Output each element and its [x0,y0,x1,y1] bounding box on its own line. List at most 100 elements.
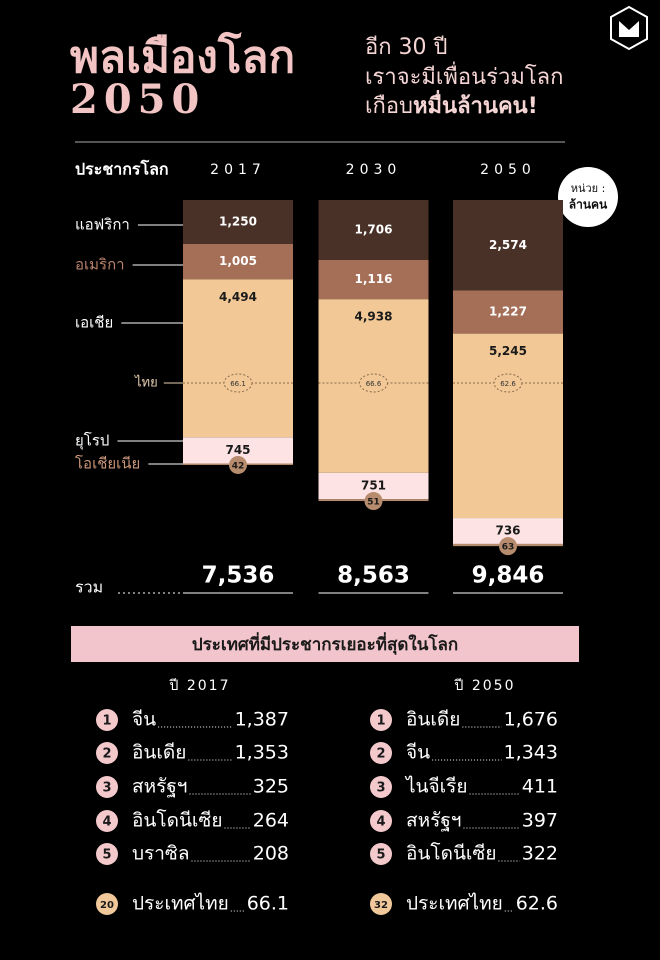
country-name: จีน [132,709,156,731]
value-label: 745 [225,443,250,457]
country-value: 1,343 [504,742,558,764]
rank-number: 5 [376,848,385,863]
year-label: ปี 2050 [454,678,515,694]
rank-number: 4 [102,815,111,830]
value-label: 4,494 [219,290,257,304]
logo [610,5,648,51]
unit-badge [558,167,618,227]
value-badge [229,455,247,474]
value-label: 42 [232,461,245,471]
rank-badge [370,709,392,731]
thai-value: 62.6 [500,380,516,388]
country-value: 322 [522,843,558,865]
country-name: อินเดีย [132,742,186,764]
bar-segment [183,279,293,438]
thai-marker [359,373,388,393]
tagline: อีก 30 ปี [365,35,447,60]
bar-segment [318,200,429,260]
legend-label: ไทย [134,375,158,391]
rank-number: 20 [100,900,114,911]
total-value: 8,563 [337,563,410,589]
legend-label: โอเชียเนีย [75,455,140,473]
value-label: 751 [361,479,386,493]
title-year: 2050 [70,76,205,123]
value-label: 1,706 [355,222,393,236]
value-label: 736 [495,523,520,537]
country-name: สหรัฐฯ [132,776,187,798]
country-name: สหรัฐฯ [406,810,461,832]
thai-value: 66.6 [366,380,382,388]
rank-badge [370,843,392,865]
value-label: 2,574 [489,238,527,252]
x-tick-label: 2050 [480,162,536,178]
legend-label: แอฟริกา [75,216,130,234]
country-value: 66.1 [247,893,289,915]
year-label: ปี 2017 [169,678,230,694]
legend-label: เอเชีย [75,314,113,332]
chart-title: ประชากรโลก [75,159,169,179]
country-value: 325 [253,776,289,798]
unit-label: หน่วย : [571,182,606,195]
country-name: บราซิล [132,843,189,865]
rank-number: 5 [102,848,111,863]
rank-badge [96,893,118,915]
bar-segment [453,333,563,519]
value-badge [364,492,383,511]
rank-number: 1 [102,714,111,729]
rank-badge [96,742,118,764]
section-band [71,626,579,662]
bar-segment [183,243,293,280]
country-value: 1,387 [235,709,289,731]
country-name: ไนจีเรีย [404,776,468,798]
thai-marker [493,373,523,393]
country-name: อินโดนีเซีย [132,809,222,832]
rank-badge [96,776,118,798]
unit-label: ล้านคน [569,198,608,212]
total-value: 7,536 [202,563,275,589]
rank-number: 1 [376,714,385,729]
value-label: 1,005 [219,254,257,268]
rank-badge [370,742,392,764]
country-value: 1,353 [235,742,289,764]
thai-value: 66.1 [230,380,246,388]
rank-number: 2 [376,747,385,762]
country-name: อินเดีย [406,709,460,731]
value-label: 5,245 [489,344,527,358]
total-label: รวม [75,578,103,597]
value-label: 1,116 [355,272,393,286]
rank-badge [370,776,392,798]
rank-badge [96,810,118,832]
x-tick-label: 2017 [210,162,266,178]
value-label: 51 [367,498,380,508]
rank-badge [96,843,118,865]
value-label: 4,938 [355,310,393,324]
tagline-bold: หมื่นล้านคน! [413,89,538,119]
country-name: ประเทศไทย [132,893,229,915]
rank-number: 2 [102,747,111,762]
value-label: 1,227 [489,305,527,319]
country-name: จีน [406,742,430,764]
value-badge [499,537,517,556]
country-name: ประเทศไทย [406,893,503,915]
tagline: เกือบหมื่นล้านคน! [365,89,538,119]
legend-label: อเมริกา [75,256,125,274]
value-label: 1,250 [219,214,257,228]
bar-segment [318,259,429,300]
bar-segment [453,290,563,334]
section-title: ประเทศที่มีประชากรเยอะที่สุดในโลก [192,632,458,655]
tagline: เราจะมีเพื่อนร่วมโลก [365,61,563,90]
rank-number: 32 [374,900,388,911]
total-value: 9,846 [472,563,545,589]
legend-label: ยุโรป [75,432,109,451]
title: พลเมืองโลก [70,30,295,83]
rank-number: 3 [102,781,111,796]
rank-badge [370,893,392,915]
country-value: 411 [522,776,558,798]
bar-segment [453,200,563,291]
rank-badge [96,709,118,731]
thai-marker [223,373,253,393]
value-label: 63 [502,543,515,553]
bar-segment [183,200,293,244]
country-value: 62.6 [516,893,558,915]
